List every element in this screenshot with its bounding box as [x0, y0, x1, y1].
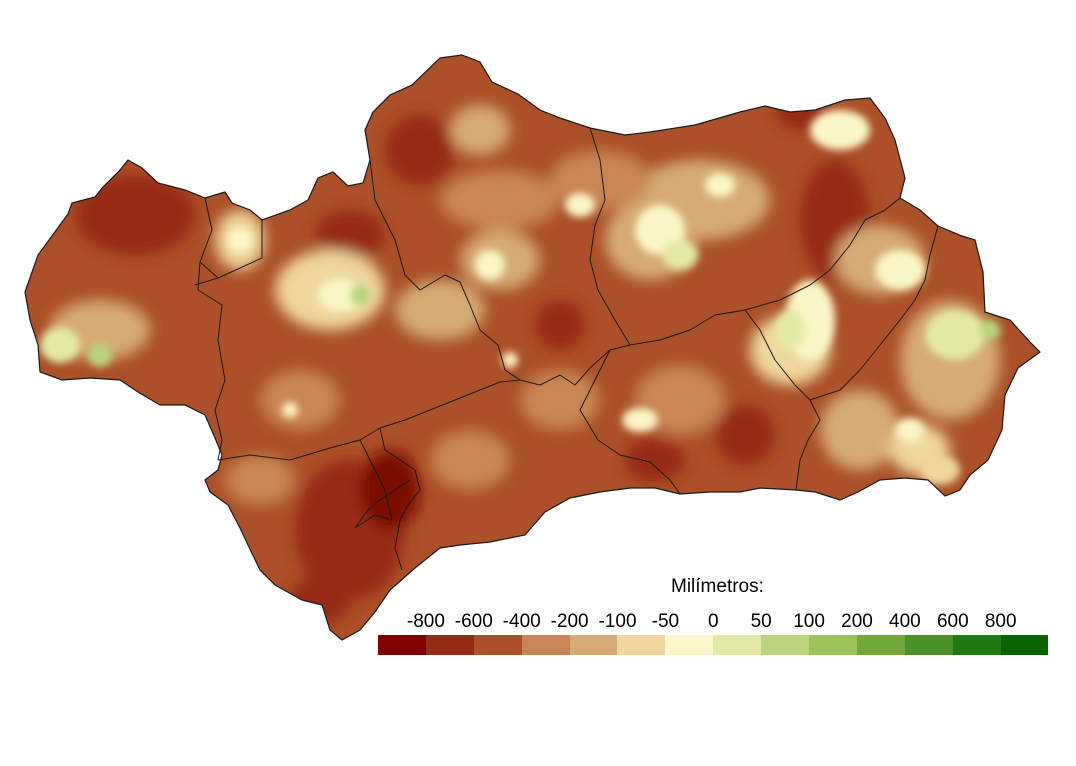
anomaly-patch — [662, 240, 698, 270]
anomaly-patch — [502, 352, 518, 368]
anomaly-patch — [622, 408, 658, 432]
anomaly-patch — [535, 300, 585, 350]
legend-swatch — [521, 635, 570, 655]
anomaly-patch — [360, 450, 420, 530]
anomaly-patch — [260, 370, 340, 430]
anomaly-patch — [920, 455, 960, 485]
legend-tick-label: 200 — [841, 611, 873, 632]
legend-tick-label: 800 — [984, 611, 1017, 632]
legend-swatch — [569, 635, 618, 655]
anomaly-patch — [705, 173, 735, 197]
anomaly-patch — [810, 110, 870, 150]
anomaly-patch — [440, 170, 560, 230]
legend-swatch — [425, 635, 474, 655]
legend-tick-label: -100 — [598, 611, 637, 632]
legend-swatch — [713, 635, 762, 655]
anomaly-patch — [475, 250, 505, 280]
anomaly-patch — [282, 402, 298, 418]
legend-tick-label: -600 — [454, 611, 493, 632]
legend-swatch — [904, 635, 953, 655]
anomaly-patch — [395, 280, 485, 340]
legend-tick-label: 400 — [889, 611, 921, 632]
legend-tick-label: 50 — [750, 611, 772, 632]
legend-swatch — [761, 635, 810, 655]
anomaly-patch — [565, 193, 595, 217]
legend-swatch — [378, 635, 426, 655]
legend-tick-label: -400 — [502, 611, 541, 632]
anomaly-patch — [40, 327, 80, 363]
anomaly-patch — [520, 370, 600, 430]
legend-swatch — [1000, 635, 1049, 655]
anomaly-patch — [980, 320, 1000, 340]
legend-tick-label: 600 — [936, 611, 969, 632]
anomaly-patch — [775, 310, 805, 350]
legend-swatch — [473, 635, 522, 655]
legend-title: Milímetros: — [671, 576, 764, 597]
anomaly-patch — [228, 228, 252, 252]
anomaly-patch — [895, 418, 925, 442]
legend-tick-labels: -800 -600 -400 -200 -100 -50 0 50 100 200 400 600 80… — [0, 611, 1076, 633]
legend-tick-label: -800 — [406, 611, 445, 632]
legend-tick-label: -50 — [651, 611, 680, 632]
anomaly-patch — [350, 285, 370, 305]
legend-tick-label: 0 — [708, 611, 719, 632]
anomaly-patch — [715, 405, 775, 465]
anomaly-patch — [75, 175, 195, 255]
anomaly-patch — [820, 390, 900, 470]
anomaly-patch — [385, 115, 455, 185]
anomaly-patch — [875, 250, 925, 290]
anomaly-patch — [625, 438, 685, 482]
legend-tick-label: -200 — [550, 611, 589, 632]
province-borders — [194, 127, 939, 571]
legend-color-bar — [378, 635, 1049, 655]
legend-swatch — [809, 635, 857, 655]
anomaly-patch — [430, 430, 510, 490]
anomaly-patch — [88, 343, 112, 367]
legend-swatch — [856, 635, 905, 655]
anomaly-patch — [925, 310, 985, 360]
legend-swatch — [665, 635, 714, 655]
legend-swatch — [952, 635, 1001, 655]
anomaly-patch — [318, 279, 362, 311]
legend-swatch — [617, 635, 666, 655]
anomaly-patch — [450, 105, 510, 155]
anomaly-patch — [225, 455, 295, 505]
legend-tick-label: 100 — [793, 611, 825, 632]
anomaly-patch — [315, 210, 385, 260]
